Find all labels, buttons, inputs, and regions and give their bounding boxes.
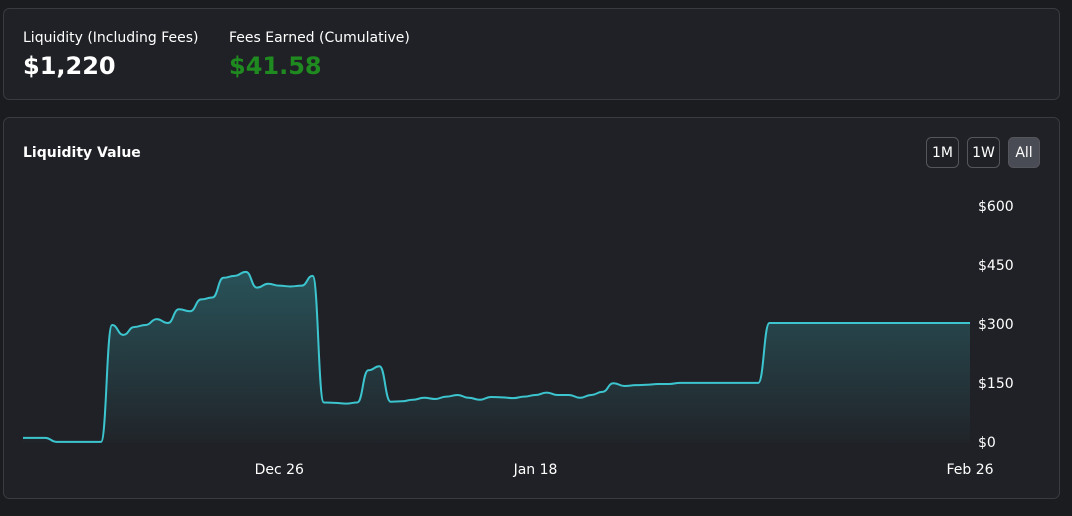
stat-value: $41.58 [229, 52, 322, 80]
y-tick-label: $600 [978, 199, 1014, 215]
range-button-label[interactable]: 1M [932, 145, 953, 161]
y-tick-label: $300 [978, 317, 1014, 333]
area-fill [23, 271, 970, 443]
plot: $0 $150 $300 $450 $600 Dec 26 Jan 18 Feb 26 [22, 199, 1014, 478]
x-tick-label: Jan 18 [513, 462, 558, 478]
line [22, 270, 970, 443]
stat-label: Fees Earned (Cumulative) [229, 30, 410, 46]
chart-title: Liquidity Value [23, 145, 141, 161]
range-button[interactable]: 1W [967, 137, 1000, 168]
stat-value: $1,220 [23, 52, 116, 80]
y-tick-label: $150 [978, 376, 1014, 392]
range-button-label[interactable]: All [1015, 145, 1032, 161]
range-button[interactable]: All [1008, 137, 1040, 168]
range-button-label[interactable]: 1W [972, 145, 995, 161]
x-tick-label: Feb 26 [946, 462, 993, 478]
x-tick-label: Dec 26 [255, 462, 304, 478]
stats-card [3, 8, 1060, 100]
stat-label: Liquidity (Including Fees) [23, 30, 199, 46]
range-button[interactable]: 1M [926, 137, 959, 168]
y-tick-label: $0 [978, 435, 996, 451]
y-tick-label: $450 [978, 258, 1014, 274]
